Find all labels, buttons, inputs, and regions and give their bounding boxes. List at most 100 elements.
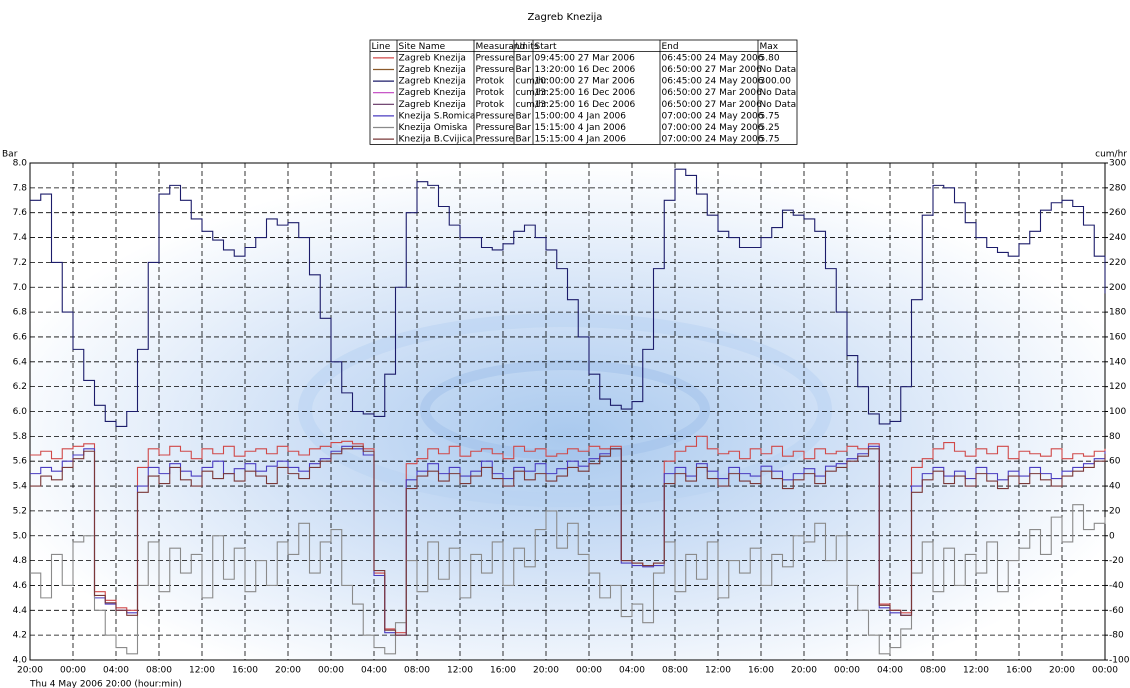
legend-cell: No Data (760, 65, 797, 75)
legend-header-cell: End (662, 42, 679, 52)
x-tick-label: 12:00 (189, 666, 215, 676)
x-axis-label: Thu 4 May 2006 20:00 (hour:min) (29, 680, 182, 688)
y2-tick-label: 0 (1109, 531, 1115, 541)
legend-cell: Knezija B.Cvijica (399, 135, 473, 145)
legend-cell: 06:45:00 24 May 2006 (662, 53, 764, 63)
series-line (30, 445, 1106, 636)
x-tick-label: 20:00 (275, 666, 301, 676)
legend-cell: Knezija S.Romica (399, 111, 476, 121)
y-tick-label: 5.4 (13, 482, 28, 492)
y2-tick-label: 140 (1109, 357, 1126, 367)
legend-cell: 13:25:00 16 Dec 2006 (535, 100, 636, 110)
legend-cell: 06:50:00 27 Mar 2006 (662, 65, 763, 75)
y-tick-label: 4.6 (13, 581, 28, 591)
legend-cell: 5.80 (760, 53, 780, 63)
y2-tick-label: 120 (1109, 382, 1126, 392)
chart-title: Zagreb Knezija (528, 12, 603, 23)
legend-cell: Pressure (476, 111, 515, 121)
legend-cell: cum/hr (516, 77, 548, 87)
y-tick-label: 5.2 (13, 506, 27, 516)
x-tick-label: 16:00 (748, 666, 774, 676)
x-tick-label: 00:00 (318, 666, 344, 676)
y-axis-label: Bar (2, 150, 18, 160)
x-tick-label: 04:00 (103, 666, 129, 676)
legend-cell: 13:20:00 16 Dec 2006 (535, 65, 636, 75)
legend-cell: 09:45:00 27 Mar 2006 (535, 53, 636, 63)
y2-tick-label: 240 (1109, 233, 1126, 243)
x-tick-label: 16:00 (490, 666, 516, 676)
x-tick-label: 20:00 (1049, 666, 1075, 676)
legend-cell: 5.75 (760, 111, 780, 121)
x-tick-label: 04:00 (361, 666, 387, 676)
y-tick-label: 7.4 (13, 233, 28, 243)
y2-tick-label: 20 (1109, 506, 1121, 516)
legend-header-cell: Line (372, 42, 391, 52)
series-line (30, 504, 1106, 655)
legend-cell: No Data (760, 88, 797, 98)
legend-header-cell: Start (535, 42, 557, 52)
y2-tick-label: -100 (1109, 656, 1130, 666)
x-tick-label: 00:00 (576, 666, 602, 676)
y2-tick-label: 60 (1109, 457, 1121, 467)
x-tick-label: 00:00 (60, 666, 86, 676)
legend-cell: Bar (516, 123, 532, 133)
y-tick-label: 5.6 (13, 457, 28, 467)
x-tick-label: 08:00 (920, 666, 946, 676)
x-tick-label: 16:00 (232, 666, 258, 676)
x-tick-label: 20:00 (533, 666, 559, 676)
legend-cell: Pressure (476, 135, 515, 145)
y-tick-label: 4.4 (13, 606, 28, 616)
legend-cell: 15:15:00 4 Jan 2006 (535, 123, 627, 133)
y-tick-label: 6.8 (13, 308, 28, 318)
legend-header-cell: Site Name (399, 42, 446, 52)
y2-tick-label: 220 (1109, 258, 1126, 268)
legend-cell: Zagreb Knezija (399, 100, 466, 110)
y-tick-label: 4.8 (13, 556, 28, 566)
legend-cell: 5.25 (760, 123, 780, 133)
ripple (420, 360, 710, 460)
x-tick-label: 12:00 (447, 666, 473, 676)
y2-tick-label: 200 (1109, 283, 1126, 293)
y2-tick-label: -80 (1109, 631, 1124, 641)
legend-cell: Zagreb Knezija (399, 88, 466, 98)
y-tick-label: 6.6 (13, 332, 28, 342)
x-tick-label: 16:00 (1006, 666, 1032, 676)
legend-cell: Zagreb Knezija (399, 53, 466, 63)
x-tick-label: 12:00 (963, 666, 989, 676)
y2-tick-label: 180 (1109, 308, 1126, 318)
legend-cell: Knezija Omiska (399, 123, 468, 133)
legend-cell: Zagreb Knezija (399, 77, 466, 87)
legend-cell: 10:00:00 27 Mar 2006 (535, 77, 636, 87)
y2-tick-label: 280 (1109, 183, 1126, 193)
legend-cell: 300.00 (760, 77, 792, 87)
legend-cell: Pressure (476, 53, 515, 63)
legend-header-cell: Measurand (476, 42, 526, 52)
y-tick-label: 7.6 (13, 208, 28, 218)
legend-cell: Zagreb Knezija (399, 65, 466, 75)
x-tick-label: 00:00 (1092, 666, 1118, 676)
y2-tick-label: -40 (1109, 581, 1124, 591)
y-tick-label: 7.2 (13, 258, 27, 268)
x-tick-label: 08:00 (662, 666, 688, 676)
y2-tick-label: 80 (1109, 432, 1121, 442)
y-tick-label: 4.2 (13, 631, 27, 641)
plot-frame (29, 162, 1106, 661)
y-tick-label: 6.0 (13, 407, 28, 417)
legend-cell: cum/hr (516, 100, 548, 110)
y2-tick-label: 100 (1109, 407, 1126, 417)
legend-background (369, 39, 798, 145)
legend-cell: Pressure (476, 123, 515, 133)
y-tick-label: 6.4 (13, 357, 28, 367)
y2-tick-label: 260 (1109, 208, 1126, 218)
series-line (30, 168, 1106, 427)
legend-cell: 5.75 (760, 135, 780, 145)
x-tick-label: 20:00 (17, 666, 43, 676)
legend-cell: Pressure (476, 65, 515, 75)
y-tick-label: 7.0 (13, 283, 28, 293)
y-tick-label: 8.0 (13, 159, 28, 169)
x-tick-label: 08:00 (146, 666, 172, 676)
legend-cell: Protok (476, 100, 505, 110)
series-line (30, 445, 1106, 636)
